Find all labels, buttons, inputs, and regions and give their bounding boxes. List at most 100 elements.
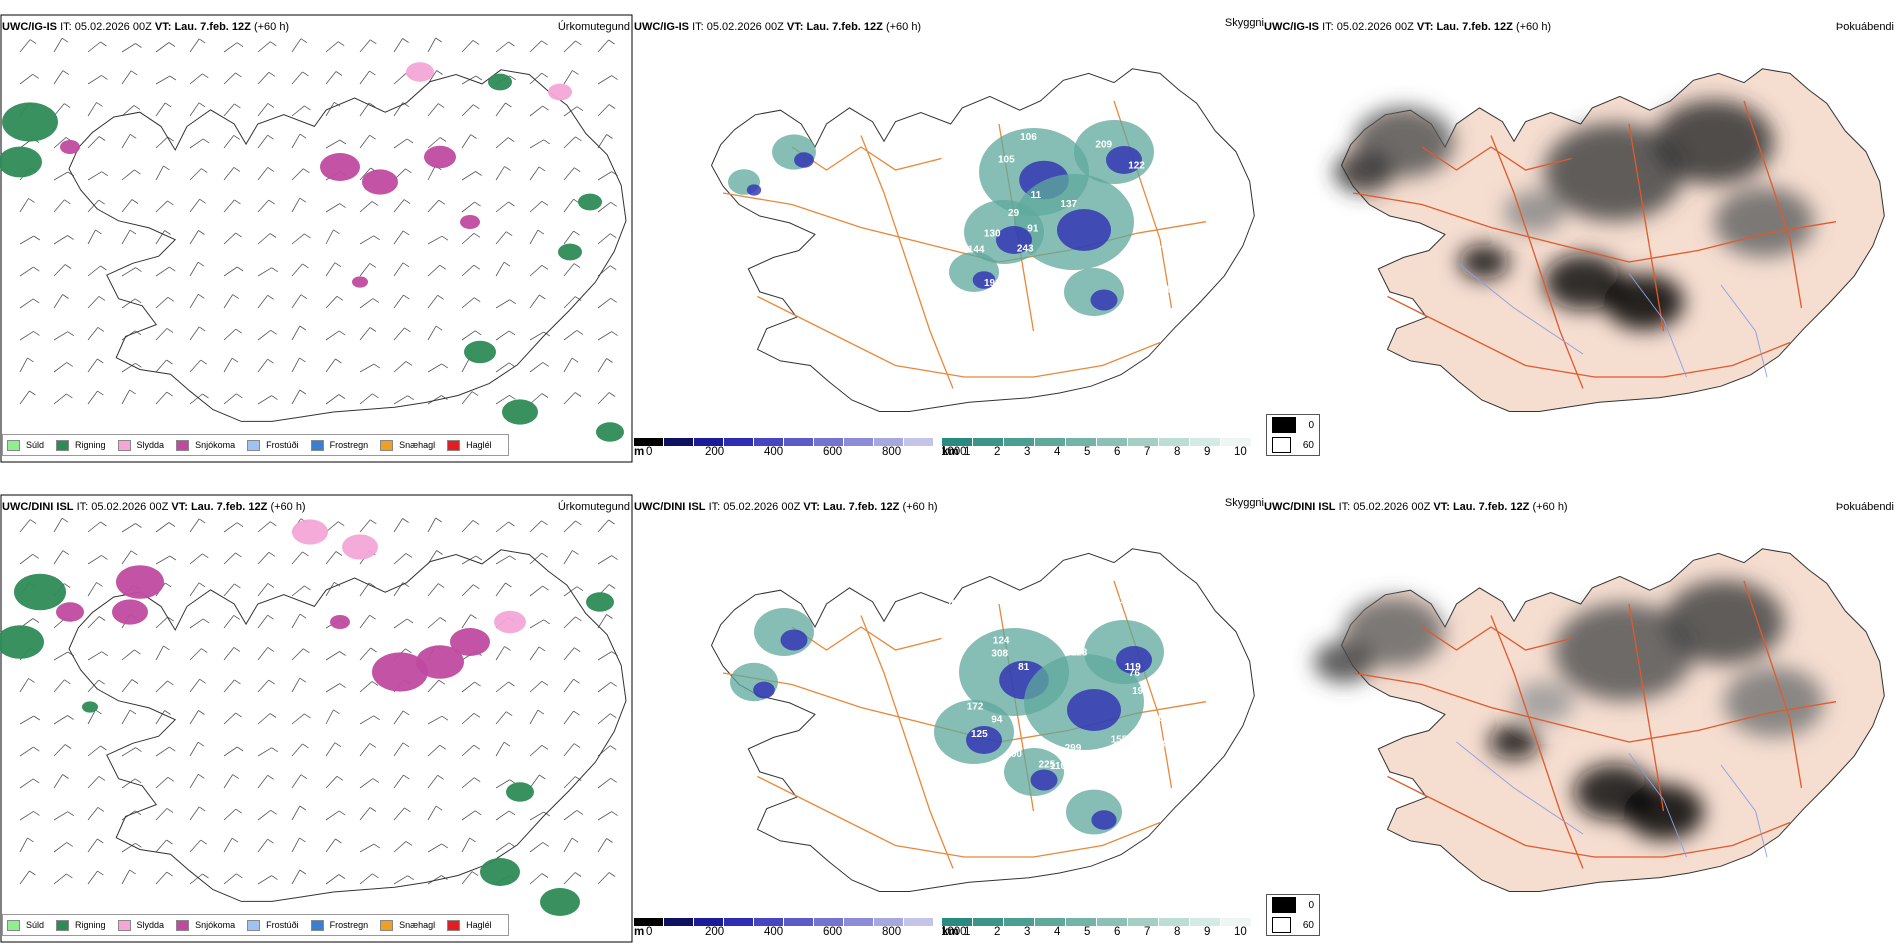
wind-barb-flag bbox=[299, 837, 306, 843]
wind-barb-flag bbox=[64, 199, 71, 205]
fog-area bbox=[1489, 724, 1539, 760]
wind-barb bbox=[597, 358, 607, 373]
river-line bbox=[1720, 764, 1768, 858]
wind-barb bbox=[359, 327, 371, 341]
wind-barb-flag bbox=[235, 232, 242, 238]
wind-barb-flag bbox=[302, 71, 309, 77]
wind-barb bbox=[189, 678, 200, 693]
tick-label: 1000 bbox=[941, 446, 967, 458]
wind-barb bbox=[87, 390, 98, 405]
legend-label: Frostúði bbox=[266, 440, 299, 450]
precip-area bbox=[506, 782, 534, 802]
wind-barb bbox=[529, 811, 545, 821]
wind-barb-flag bbox=[537, 229, 545, 235]
wind-barb bbox=[597, 331, 612, 341]
cloud-base-label: 89 bbox=[1158, 713, 1170, 724]
wind-barb bbox=[223, 679, 235, 693]
wind-barb bbox=[495, 646, 505, 661]
wind-barb bbox=[529, 139, 544, 149]
wind-barb bbox=[461, 744, 475, 757]
wind-barb-flag bbox=[197, 741, 205, 747]
wind-barb bbox=[189, 261, 199, 277]
wind-barb bbox=[495, 521, 509, 533]
colorbar-cell bbox=[694, 438, 724, 446]
wind-barb bbox=[359, 582, 370, 597]
wind-barb-flag bbox=[575, 616, 582, 622]
wind-barb-flag bbox=[198, 710, 205, 715]
wind-barb-flag bbox=[66, 362, 74, 367]
wind-barb bbox=[529, 393, 543, 405]
wind-barb-flag bbox=[29, 870, 36, 876]
colorbar-cell bbox=[973, 918, 1004, 926]
wind-barb-flag bbox=[233, 167, 241, 172]
wind-barb bbox=[121, 229, 131, 245]
wind-barb bbox=[529, 229, 539, 245]
wind-barb-flag bbox=[134, 298, 142, 304]
wind-barb bbox=[325, 330, 340, 341]
precip-area bbox=[0, 146, 42, 178]
panel-title-visibility-top: Skyggni bbox=[1224, 17, 1264, 29]
wind-barb-flag bbox=[508, 681, 515, 687]
legend-swatch bbox=[117, 919, 131, 931]
wind-barb bbox=[121, 105, 135, 117]
wind-barb-flag bbox=[333, 709, 340, 715]
precip-area bbox=[82, 701, 98, 713]
river-line bbox=[1628, 273, 1687, 378]
wind-barb-flag bbox=[232, 774, 239, 779]
wind-barb-flag bbox=[402, 262, 410, 268]
wind-barb-flag bbox=[334, 742, 342, 748]
precip-type-legend-top: Súld Rigning Slydda Snjókoma Frostúði Frostre… bbox=[2, 434, 509, 456]
wind-barb-flag bbox=[235, 72, 242, 78]
wind-barb bbox=[597, 872, 610, 885]
visibility-map-bottom: 2252991238818612513117211912494198110111… bbox=[710, 548, 1255, 892]
wind-barb bbox=[155, 165, 164, 181]
wind-barb-flag bbox=[32, 298, 40, 304]
wind-barb bbox=[359, 134, 370, 149]
wind-barb-flag bbox=[473, 297, 481, 303]
legend-swatch bbox=[176, 919, 190, 931]
wind-barb bbox=[223, 393, 237, 405]
wind-barb bbox=[529, 331, 545, 341]
wind-barb bbox=[461, 713, 475, 725]
wind-barb-flag bbox=[198, 582, 206, 588]
wind-barb bbox=[223, 552, 236, 565]
cloud-base-label: 119 bbox=[1125, 662, 1142, 673]
wind-barb bbox=[87, 75, 102, 85]
wind-barb bbox=[291, 325, 301, 341]
wind-barb bbox=[393, 38, 403, 53]
precip-area bbox=[112, 599, 148, 625]
wind-barb-flag bbox=[167, 616, 174, 622]
wind-barb bbox=[461, 75, 477, 85]
wind-barb-flag bbox=[441, 235, 449, 241]
wind-barb-flag bbox=[98, 776, 106, 781]
wind-barb bbox=[223, 746, 238, 757]
wind-barb-flag bbox=[233, 647, 241, 652]
wind-barb-flag bbox=[135, 362, 142, 368]
wind-barb-flag bbox=[299, 357, 306, 363]
wind-barb-flag bbox=[541, 744, 549, 750]
wind-barb-flag bbox=[438, 199, 446, 205]
wind-barb bbox=[529, 362, 544, 373]
colorbar-cell bbox=[1159, 918, 1190, 926]
wind-barb bbox=[325, 229, 334, 245]
tick-label: 6 bbox=[1114, 926, 1121, 938]
wind-barb bbox=[393, 742, 404, 757]
road-line bbox=[1628, 123, 1665, 332]
fog-area bbox=[1724, 667, 1824, 737]
wind-barb bbox=[461, 134, 472, 149]
wind-barb bbox=[495, 555, 510, 565]
wind-barb-flag bbox=[339, 651, 346, 656]
wind-barb-flag bbox=[267, 358, 274, 364]
legend-label: Haglél bbox=[466, 920, 492, 930]
precip-area bbox=[342, 534, 378, 560]
wind-barb bbox=[359, 614, 370, 629]
wind-barb bbox=[291, 105, 305, 117]
fog-area bbox=[1664, 580, 1784, 664]
wind-barb bbox=[291, 294, 302, 309]
wind-barb bbox=[291, 133, 301, 149]
wind-barb bbox=[393, 553, 407, 565]
wind-barb bbox=[87, 709, 96, 725]
wind-barb bbox=[393, 199, 405, 213]
wind-barb-flag bbox=[270, 41, 277, 47]
fog-legend-bottom: 0 60 bbox=[1266, 894, 1320, 936]
